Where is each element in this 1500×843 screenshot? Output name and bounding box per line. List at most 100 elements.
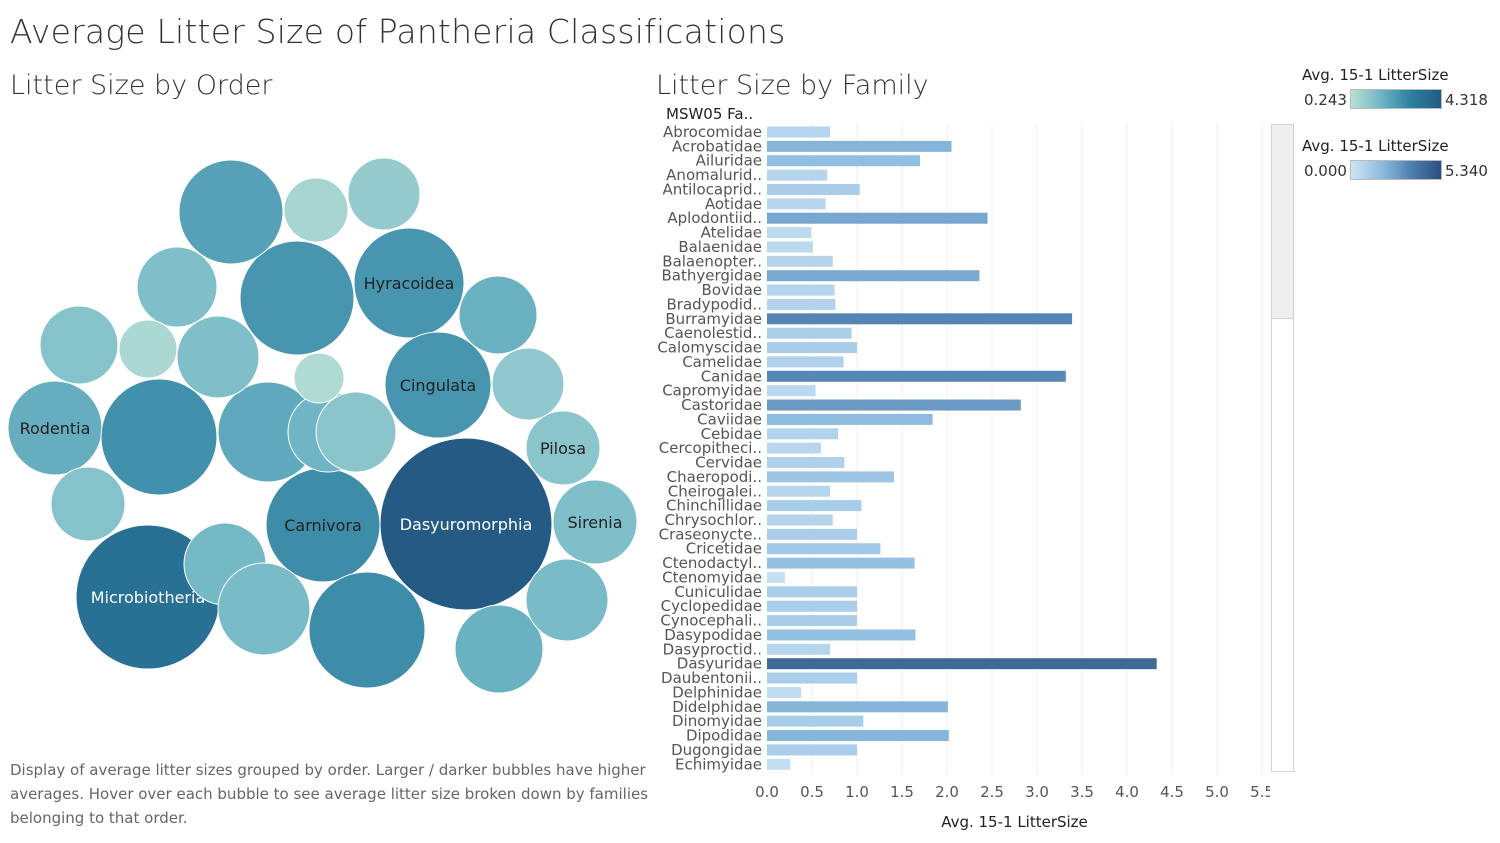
family-bar[interactable]	[767, 227, 812, 239]
order-bubble[interactable]	[315, 391, 397, 473]
family-bar[interactable]	[767, 342, 857, 354]
legend-family-color-ramp	[1350, 160, 1442, 180]
legend-order-title: Avg. 15-1 LitterSize	[1302, 66, 1449, 84]
order-bubble-label: Hyracoidea	[364, 274, 455, 293]
family-bar[interactable]	[767, 212, 988, 224]
family-bar[interactable]	[767, 169, 828, 181]
order-bubble[interactable]	[384, 331, 492, 439]
family-label: Balaenopter..	[662, 252, 762, 270]
family-bar[interactable]	[767, 571, 785, 583]
order-bubble[interactable]	[353, 227, 465, 339]
order-bubble[interactable]	[136, 246, 218, 328]
legend-family-title: Avg. 15-1 LitterSize	[1302, 137, 1449, 155]
family-label: Camelidae	[682, 353, 762, 371]
family-bar[interactable]	[767, 629, 916, 641]
family-label: Aplodontiid..	[667, 209, 762, 227]
family-bar[interactable]	[767, 370, 1066, 382]
family-bar[interactable]	[767, 399, 1021, 411]
order-chart-title: Litter Size by Order	[10, 70, 273, 101]
order-bubble[interactable]	[178, 159, 284, 265]
family-bar[interactable]	[767, 413, 933, 425]
family-bar[interactable]	[767, 471, 894, 483]
family-bar[interactable]	[767, 758, 791, 770]
family-bar[interactable]	[767, 457, 845, 469]
family-bar[interactable]	[767, 586, 857, 598]
x-tick-label: 0.0	[755, 783, 779, 801]
order-bubble[interactable]	[100, 378, 218, 496]
family-bar[interactable]	[767, 255, 833, 267]
family-bar[interactable]	[767, 284, 835, 296]
bar-chart-scrollbar[interactable]	[1271, 124, 1294, 772]
family-bar[interactable]	[767, 485, 830, 497]
order-bubble[interactable]	[283, 177, 349, 243]
family-bar[interactable]	[767, 356, 844, 368]
family-bar[interactable]	[767, 658, 1157, 670]
family-bar[interactable]	[767, 241, 813, 253]
family-label: Cynocephali..	[660, 612, 762, 630]
order-bubble[interactable]	[347, 157, 421, 231]
family-bar[interactable]	[767, 270, 980, 282]
family-bar[interactable]	[767, 442, 821, 454]
family-bar[interactable]	[767, 686, 802, 698]
family-label: Caviidae	[697, 410, 762, 428]
family-bar[interactable]	[767, 543, 881, 555]
family-bar[interactable]	[767, 313, 1073, 325]
x-tick-label: 3.0	[1025, 783, 1049, 801]
family-bar[interactable]	[767, 744, 857, 756]
family-label: Capromyidae	[662, 382, 762, 400]
family-label: Ctenodactyl..	[662, 554, 762, 572]
family-bar[interactable]	[767, 385, 816, 397]
family-bar[interactable]	[767, 715, 864, 727]
x-tick-label: 1.5	[890, 783, 914, 801]
order-bubble[interactable]	[454, 604, 544, 694]
order-bubble[interactable]	[293, 352, 345, 404]
legend-family-max: 5.340	[1445, 162, 1488, 180]
family-bar[interactable]	[767, 126, 830, 138]
order-bubble[interactable]	[176, 315, 260, 399]
family-bar[interactable]	[767, 198, 826, 210]
family-bar[interactable]	[767, 298, 836, 310]
order-bubble-label: Rodentia	[20, 419, 91, 438]
order-bubble-label: Sirenia	[567, 513, 622, 532]
order-bubble[interactable]	[118, 319, 178, 379]
family-label: Chinchillidae	[666, 497, 762, 515]
family-bar[interactable]	[767, 528, 857, 540]
family-column-header: MSW05 Fa..	[666, 105, 753, 123]
order-bubble[interactable]	[217, 562, 311, 656]
order-bubble[interactable]	[491, 347, 565, 421]
family-bar[interactable]	[767, 730, 949, 742]
family-bar[interactable]	[767, 557, 915, 569]
family-label: Bathyergidae	[661, 267, 762, 285]
x-tick-label: 4.5	[1160, 783, 1184, 801]
family-label: Dasyproctid..	[663, 640, 762, 658]
x-tick-label: 0.5	[800, 783, 824, 801]
family-bar[interactable]	[767, 701, 948, 713]
family-bar[interactable]	[767, 428, 839, 440]
family-label: Balaenidae	[678, 238, 762, 256]
family-bar[interactable]	[767, 672, 857, 684]
order-bubble[interactable]	[458, 275, 538, 355]
scrollbar-thumb[interactable]	[1272, 125, 1293, 319]
order-bubble[interactable]	[239, 240, 355, 356]
family-bar[interactable]	[767, 514, 833, 526]
family-bar[interactable]	[767, 155, 920, 167]
legend-order-max: 4.318	[1445, 91, 1488, 109]
order-bubble[interactable]	[39, 305, 119, 385]
order-bubble[interactable]	[525, 558, 609, 642]
family-label: Dasyuridae	[677, 655, 762, 673]
order-bubble[interactable]	[50, 466, 126, 542]
family-bar[interactable]	[767, 600, 857, 612]
family-bar[interactable]	[767, 643, 830, 655]
order-bubble[interactable]	[308, 571, 426, 689]
family-label: Calomyscidae	[657, 339, 762, 357]
family-bar[interactable]	[767, 500, 862, 512]
order-bubble[interactable]	[552, 479, 638, 565]
family-bar[interactable]	[767, 615, 857, 627]
order-bubble[interactable]	[525, 410, 601, 486]
family-bar[interactable]	[767, 183, 860, 195]
x-tick-label: 5.5	[1250, 783, 1270, 801]
family-label: Dipodidae	[686, 727, 762, 745]
family-bar[interactable]	[767, 327, 852, 339]
family-label: Dugongidae	[671, 741, 762, 759]
family-bar[interactable]	[767, 140, 952, 152]
